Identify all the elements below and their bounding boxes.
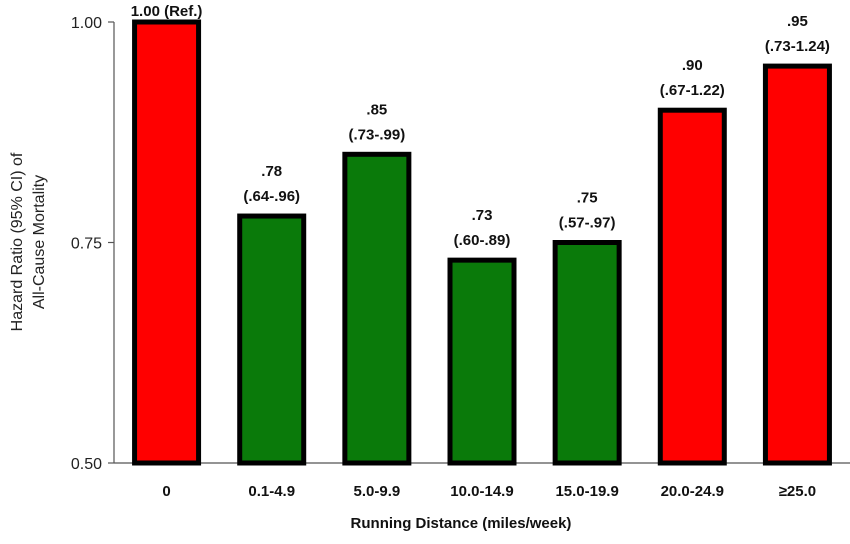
bar [762, 63, 832, 466]
data-label-value: .73 [472, 207, 493, 224]
x-tick-label: 0 [162, 483, 170, 500]
x-tick-label: 20.0-24.9 [661, 483, 724, 500]
x-tick-label: 10.0-14.9 [450, 483, 513, 500]
y-axis-title-line-1: Hazard Ratio (95% CI) of [9, 152, 26, 331]
data-label-value: .95 [787, 13, 808, 30]
y-tick-label: 1.00 [71, 15, 102, 32]
x-tick-label: ≥25.0 [779, 483, 816, 500]
bar [447, 257, 517, 466]
x-tick-label: 15.0-19.9 [555, 483, 618, 500]
data-label-ci: (.73-.99) [349, 126, 406, 143]
x-tick-label: 0.1-4.9 [248, 483, 295, 500]
data-label-value: .78 [261, 163, 282, 180]
data-label-ci: (.57-.97) [559, 215, 616, 232]
data-label-ci: (.64-.96) [243, 188, 300, 205]
bar [237, 213, 307, 466]
bar [552, 240, 622, 466]
data-label-ci: (.67-1.22) [660, 82, 725, 99]
axes: 0.50 0.75 1.00 0 0.1-4.9 5.0-9.9 10.0-14.9 15.0… [71, 15, 850, 500]
x-axis-title: Running Distance (miles/week) [351, 515, 572, 532]
data-label-value: .90 [682, 57, 703, 74]
data-labels: 1.00 (Ref.) .78 (.64-.96) .85 (.73-.99) .73 (.… [131, 3, 830, 249]
data-label-value: .75 [577, 190, 598, 207]
bar [132, 19, 202, 466]
data-label-value: 1.00 (Ref.) [131, 3, 203, 20]
y-tick-label: 0.75 [71, 236, 102, 253]
y-tick-label: 0.50 [71, 456, 102, 473]
data-label-ci: (.73-1.24) [765, 38, 830, 55]
y-axis-title-line-2: All-Cause Mortality [31, 175, 48, 309]
bar [342, 151, 412, 466]
data-label-ci: (.60-.89) [454, 232, 511, 249]
bar [657, 107, 727, 466]
bars [132, 19, 832, 466]
x-tick-label: 5.0-9.9 [354, 483, 401, 500]
data-label-value: .85 [366, 101, 387, 118]
